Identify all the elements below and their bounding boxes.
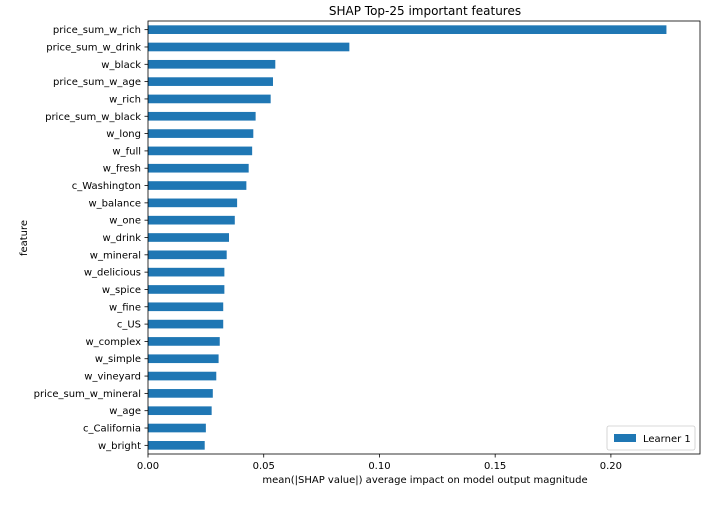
plot-frame [147,20,701,455]
x-tick-label: 0.10 [368,461,390,472]
bar-w-balance [148,198,238,208]
bar-w-full [148,146,253,156]
legend-swatch [614,434,636,442]
x-tick-label: 0.15 [484,461,506,472]
bar-price-sum-w-black [148,111,256,121]
bar-price-sum-w-age [148,77,273,86]
y-tick-label: price_sum_w_black [45,112,141,123]
bar-w-spice [148,285,225,294]
y-tick-label: price_sum_w_age [53,77,141,88]
x-tick-labels: 0.00 0.05 0.10 0.15 0.20 [137,454,622,472]
y-tick-label: w_drink [102,233,141,244]
y-tick-label: price_sum_w_drink [46,42,141,53]
y-tick-label: w_spice [102,285,141,296]
bar-c-washington [148,181,247,190]
legend-box [606,425,696,451]
y-tick-label: c_Washington [72,181,141,192]
y-tick-label: w_rich [109,94,141,105]
chart-title: SHAP Top-25 important features [329,4,521,18]
y-tick-label: price_sum_w_rich [53,25,141,36]
y-tick-label: w_simple [95,354,141,365]
x-tick-label: 0.00 [137,461,159,472]
y-tick-label: w_long [106,129,141,140]
x-tick-label: 0.20 [600,461,622,472]
y-axis-label: feature [19,220,30,256]
y-tick-labels: price_sum_w_rich price_sum_w_drink w_black… [34,25,148,452]
bar-c-california [148,423,206,433]
y-tick-label: w_mineral [90,250,141,261]
y-tick-label: c_California [83,424,141,435]
bar-w-fine [148,302,224,312]
bar-price-sum-w-mineral [148,389,213,398]
y-tick-label: w_full [112,146,141,157]
y-tick-label: w_complex [85,337,141,348]
bar-w-long [148,129,254,138]
bar-price-sum-w-drink [148,42,350,52]
bar-w-one [148,215,235,225]
bar-w-vineyard [148,371,217,381]
y-tick-label: w_one [109,216,141,227]
bar-w-simple [148,354,219,364]
bar-w-fresh [148,163,249,173]
y-tick-label: price_sum_w_mineral [34,389,141,400]
legend: Learner 1 [606,425,696,451]
y-tick-label: w_bright [98,441,141,452]
bar-w-age [148,406,212,416]
y-tick-label: c_US [117,320,141,331]
bar-w-rich [148,94,271,104]
bar-w-drink [148,233,230,242]
bar-c-us [148,319,224,329]
bars-layer [148,25,667,450]
y-tick-label: w_black [101,60,141,71]
bar-w-delicious [148,267,225,277]
bar-w-black [148,59,276,69]
y-tick-label: w_balance [88,198,141,209]
legend-label-learner-1: Learner 1 [643,434,691,445]
y-tick-label: w_vineyard [84,372,141,383]
x-tick-label: 0.05 [253,461,275,472]
bar-w-bright [148,441,205,450]
bar-w-mineral [148,250,227,260]
bar-w-complex [148,337,220,346]
x-axis-label: mean(|SHAP value|) average impact on mod… [262,475,587,486]
y-tick-label: w_age [109,406,141,417]
bar-price-sum-w-rich [148,25,667,34]
y-tick-label: w_delicious [84,268,141,279]
y-tick-label: w_fine [109,302,141,313]
y-tick-label: w_fresh [103,164,141,175]
